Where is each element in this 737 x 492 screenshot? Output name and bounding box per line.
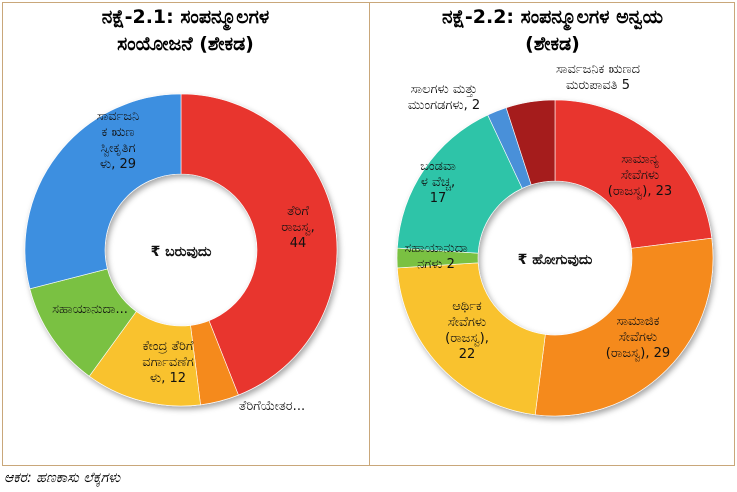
- chart1-title-line1: ನಕ್ಷೆ-2.1: ಸಂಪನ್ಮೂಲಗಳ: [101, 6, 270, 28]
- chart1-center-label: ₹ ಬರುವುದು: [151, 244, 212, 260]
- chart2-slice-0: [554, 99, 713, 249]
- chart1-slice-4: [24, 93, 182, 290]
- chart1-title-line2: ಸಂಯೋಜನೆ (ಶೇಕಡ): [117, 33, 254, 55]
- chart2-slice-label-0: ಸಾಮಾನ್ಯ ಸೇವೆಗಳು (ರಾಜಸ್ವ), 23: [608, 152, 672, 199]
- chart2-slice-4: [396, 114, 523, 254]
- chart1-slices: [24, 93, 338, 407]
- chart1-slice-label-3: ಸಹಾಯಾನುದಾ...: [52, 302, 128, 317]
- chart2-slice-label-4: ಬಂಡವಾ ಳ ವೆಚ್ಚ, 17: [420, 159, 456, 206]
- chart1-slice-label-4: ಸಾರ್ವಜನಿ ಕ ಋಣ ಸ್ವೀಕೃತಿಗ ಳು, 29: [97, 109, 140, 172]
- panel-divider: [369, 2, 370, 466]
- chart1-slice-label-2: ಕೇಂದ್ರ ತೆರಿಗೆ ವರ್ಗಾವಣೆಗ ಳು, 12: [142, 339, 194, 386]
- source-note: ಆಕರ: ಹಣಕಾಸು ಲೆಕ್ಕಗಳು: [4, 470, 121, 486]
- chart1-slice-label-0: ತೆರಿಗೆ ರಾಜಸ್ವ, 44: [281, 204, 315, 251]
- chart2-slice-label-1: ಸಾಮಾಜಿಕ ಸೇವೆಗಳು (ರಾಜಸ್ವ), 29: [606, 314, 670, 361]
- chart2-slice-label-3: ಸಹಾಯಾನುದಾ ನಗಳು 2: [404, 241, 468, 272]
- chart2-slices: [396, 99, 714, 417]
- chart2-slice-label-2: ಆರ್ಥಿಕ ಸೇವೆಗಳು (ರಾಜಸ್ವ), 22: [445, 299, 489, 362]
- chart2-center-label: ₹ ಹೋಗುವುದು: [518, 252, 593, 268]
- chart2-title-line2: (ಶೇಕಡ): [525, 33, 580, 55]
- chart2-slice-label-5: ಸಾಲಗಳು ಮತ್ತು ಮುಂಗಡಗಳು, 2: [408, 82, 480, 113]
- chart1-slice-0: [180, 93, 338, 396]
- chart2-title: ನಕ್ಷೆ-2.2: ಸಂಪನ್ಮೂಲಗಳ ಅನ್ವಯ (ಶೇಕಡ): [370, 4, 735, 58]
- chart2-slice-2: [396, 262, 546, 416]
- chart2-title-line1: ನಕ್ಷೆ-2.2: ಸಂಪನ್ಮೂಲಗಳ ಅನ್ವಯ: [442, 6, 663, 28]
- chart2-slice-label-6: ಸಾರ್ವಜನಿಕ ಋಣದ ಮರುಪಾವತಿ 5: [556, 62, 640, 93]
- chart2-slice-1: [534, 237, 714, 417]
- chart-frame: [2, 2, 735, 466]
- chart2-slice-6: [505, 99, 556, 186]
- chart1-title: ನಕ್ಷೆ-2.1: ಸಂಪನ್ಮೂಲಗಳ ಸಂಯೋಜನೆ (ಶೇಕಡ): [2, 4, 369, 58]
- chart1-slice-label-1: ತೆರಿಗೆಯೇತರ...: [239, 399, 305, 414]
